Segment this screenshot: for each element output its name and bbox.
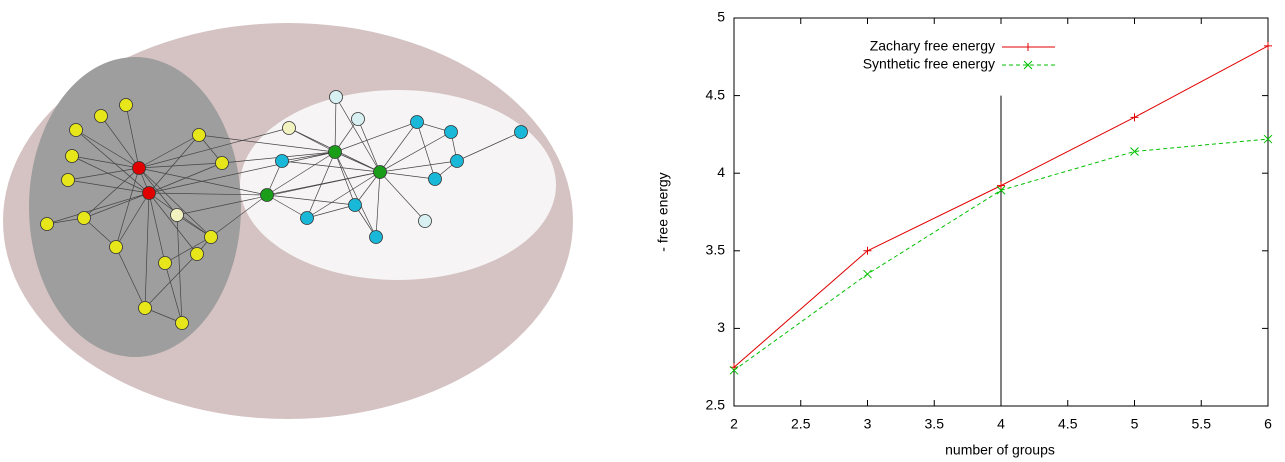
x-tick-label: 2: [730, 416, 738, 432]
legend-marker: [1024, 43, 1032, 51]
x-tick-label: 4.5: [1058, 416, 1078, 432]
point-marker: [729, 365, 739, 375]
legend-label: Zachary free energy: [870, 38, 995, 54]
y-axis-label: - free energy: [655, 172, 671, 251]
x-tick-label: 5: [1131, 416, 1139, 432]
point-marker: [1263, 134, 1273, 144]
x-tick-label: 5.5: [1192, 416, 1212, 432]
nodes: [40, 90, 528, 330]
x-tick-label: 3.5: [925, 416, 945, 432]
y-tick-label: 4: [717, 164, 725, 180]
legend-label: Synthetic free energy: [863, 56, 995, 72]
network-diagram: [3, 23, 573, 419]
point-marker: [996, 185, 1006, 195]
y-tick-label: 3.5: [706, 242, 726, 258]
point-marker: [863, 246, 872, 255]
x-tick-label: 3: [864, 416, 872, 432]
x-tick-label: 4: [997, 416, 1005, 432]
right-group: [240, 90, 556, 280]
point-marker: [1130, 147, 1139, 156]
point-marker: [997, 181, 1005, 190]
point-marker: [1130, 113, 1139, 122]
line-chart: number of groups - free energy 2 2.5 3 3.5 4…: [655, 9, 1273, 458]
legend-marker: [1023, 60, 1033, 70]
left-group: [29, 57, 241, 357]
point-marker: [863, 269, 872, 279]
y-tick-label: 2.5: [706, 397, 726, 413]
x-axis-label: number of groups: [945, 442, 1055, 458]
y-tick-label: 4.5: [706, 86, 726, 102]
x-tick-label: 6: [1264, 416, 1272, 432]
y-tick-label: 5: [717, 9, 725, 25]
y-tick-label: 3: [717, 319, 725, 335]
x-tick-label: 2.5: [791, 416, 811, 432]
point-marker: [1264, 41, 1272, 50]
